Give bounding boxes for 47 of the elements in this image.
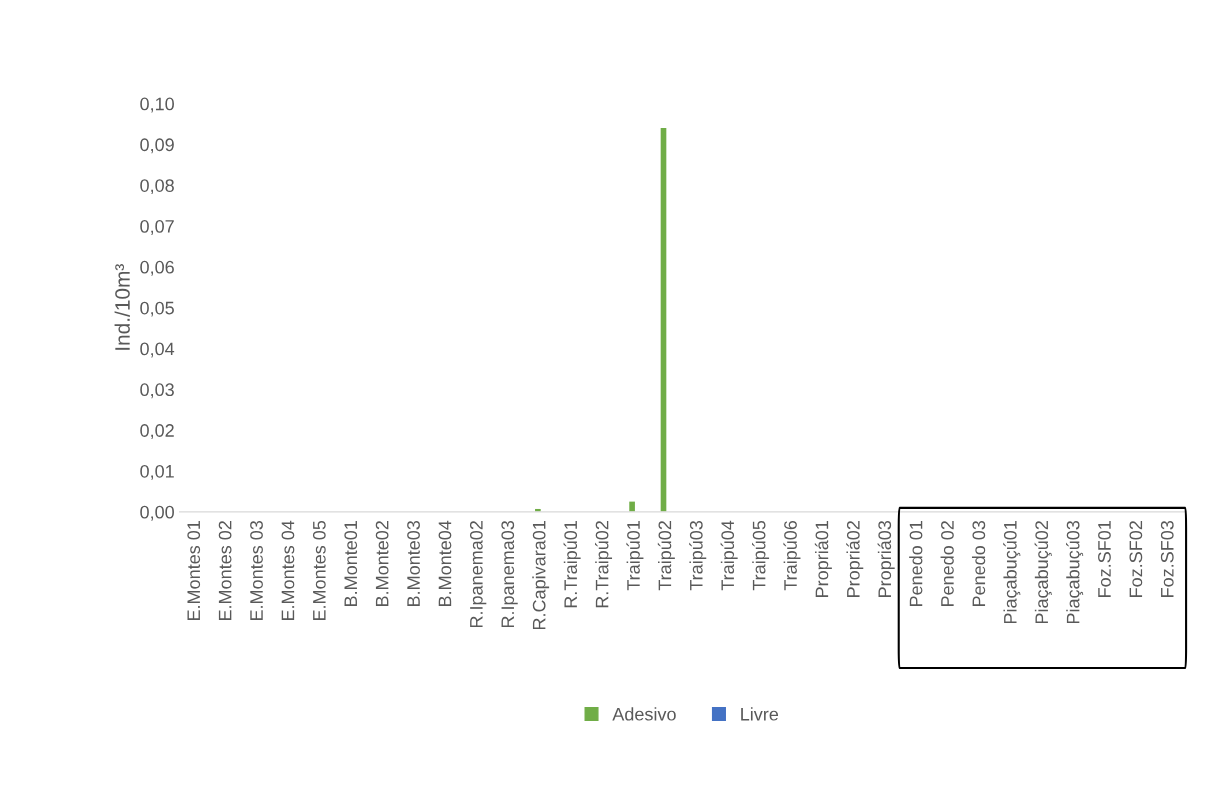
x-tick-label: Foz.SF03 [1160,520,1174,597]
x-tick-label: E.Montes 01 [187,521,201,621]
bar [629,501,635,512]
y-tick-label: 0,01 [140,464,174,480]
y-tick-label: 0,04 [140,342,175,358]
x-tick-label: B.Monte02 [375,521,389,606]
x-tick-label: Foz.SF02 [1129,521,1143,597]
x-tick-label: Traipú06 [783,520,801,591]
x-tick-label: B.Monte01 [344,521,358,606]
x-tick-label: Propriá03 [877,520,895,597]
x-tick-label: Propriá01 [814,521,832,597]
x-tick-label: E.Montes 05 [312,520,326,621]
y-tick-label: 0,02 [140,424,174,440]
x-tick-label: Foz.SF01 [1098,521,1111,597]
x-tick-label: Traipú02 [657,521,675,591]
x-tick-label: Traipú05 [752,520,770,591]
x-tick-label: Penedo 01 [909,521,923,607]
x-tick-label: R.Ipanema03 [501,520,518,628]
y-axis-title: Ind./10m³ [114,264,130,350]
x-tick-label: Traipú01 [626,521,644,591]
x-tick-label: Piaçabuçú03 [1066,520,1084,624]
legend-label: Livre [741,707,779,721]
x-tick-label: R.Capivara01 [532,521,550,630]
y-tick-label: 0,03 [140,383,174,399]
x-tick-label: R.Traipú02 [595,521,613,608]
x-tick-label: E.Montes 03 [250,520,263,621]
x-tick-label: B.Monte03 [407,520,420,606]
y-tick-label: 0,07 [140,220,174,235]
x-tick-label: Traipú03 [689,520,707,591]
x-tick-label: R.Traipú01 [563,521,581,608]
x-tick-label: Piaçabuçú02 [1034,521,1052,624]
y-tick-label: 0,05 [140,301,174,317]
x-tick-label: Piaçabuçú01 [1003,521,1021,624]
x-tick-label: Penedo 03 [971,520,986,607]
x-tick-label: Propriá02 [846,521,864,597]
x-tick-label: E.Montes 02 [218,521,232,621]
y-tick-label: 0,09 [140,138,174,154]
x-tick-label: R.Ipanema02 [469,521,487,628]
x-tick-label: E.Montes 04 [281,520,295,621]
x-tick-label: B.Monte04 [438,520,452,606]
x-tick-label: Penedo 02 [940,521,954,607]
x-tick-label: Traipú04 [720,520,738,591]
y-tick-label: 0,10 [140,97,174,113]
y-tick-label: 0,08 [140,179,174,195]
y-tick-label: 0,06 [140,260,174,276]
y-tick-label: 0,00 [140,505,174,521]
legend-label: Adesivo [612,707,676,721]
